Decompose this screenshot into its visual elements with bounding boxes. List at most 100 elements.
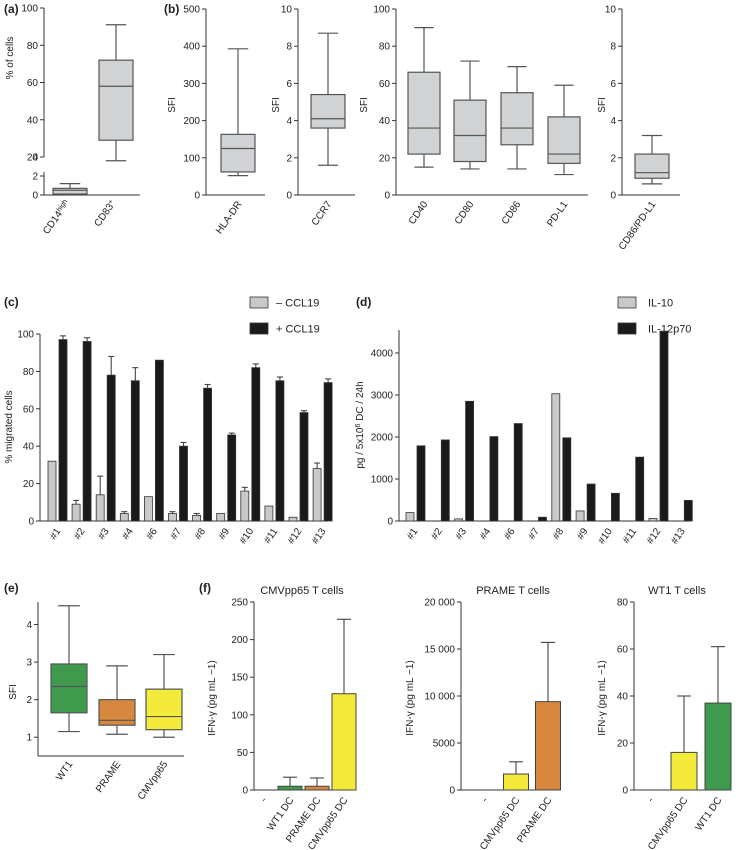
c-bar-plus-ccl19 [179,445,188,522]
f2-x-tick-label: WT1 DC [693,795,724,833]
d-x-tick-label: #4 [478,526,494,542]
d-bar-il12p70 [635,456,645,522]
c-y-label: % migrated cells [4,390,15,463]
d-legend-swatch [617,322,637,335]
c-x-tick-label: #8 [193,526,209,542]
d-bar-il12p70 [440,439,450,522]
c-x-tick-label: #13 [310,526,329,546]
b2-y-tick-label: 100 [373,5,390,16]
d-bar-il12p70 [416,445,426,522]
b2-y-tick-label: 80 [379,42,391,53]
c-bar-minus-ccl19 [264,505,274,522]
chart-b: 0100200300400500SFIHLA-DR0246810SFICCR70… [167,5,680,252]
c-bar-plus-ccl19 [130,380,140,522]
d-x-tick-label: #8 [551,526,567,542]
c-bar-plus-ccl19 [58,339,68,522]
b3-y-tick-label: 10 [605,5,617,16]
f1-x-tick-label: - [480,795,491,804]
b2-y-tick-label: 20 [379,153,391,164]
f2-y-tick-label: 0 [622,786,628,797]
b2-x-tick-label: CD40 [407,199,431,227]
d-bar-il12p70 [538,516,547,522]
c-bar-plus-ccl19 [106,374,116,522]
d-y-tick-label: 2000 [371,433,394,444]
f2-x-tick-label: - [646,795,657,804]
d-bar-il12p70 [659,330,669,522]
a-y-tick-label: 2 [32,172,38,183]
d-x-tick-label: #1 [405,526,421,542]
c-legend-label: + CCL19 [276,324,320,336]
e-y-tick-label: 3 [26,658,32,669]
f0-x-tick-label: - [259,795,270,804]
c-x-tick-label: #12 [286,526,305,546]
f1-y-tick-label: 10 000 [424,692,455,703]
c-legend-swatch [249,296,269,309]
b2-x-tick-label: CD80 [453,199,477,227]
c-x-tick-label: #2 [72,526,88,542]
b3-y-tick-label: 6 [610,79,616,90]
a-box [98,59,134,141]
d-x-tick-label: #11 [621,526,639,546]
d-bar-il12p70 [513,423,523,522]
b1-y-tick-label: 0 [286,191,292,202]
c-bar-minus-ccl19 [216,513,226,522]
panel-label-d: (d) [356,295,371,309]
b2-box [453,99,487,163]
d-x-tick-label: #12 [645,526,664,546]
c-x-tick-label: #10 [238,526,257,546]
b1-y-tick-label: 4 [286,116,292,127]
b2-box [500,92,534,146]
f2-y-tick-label: 20 [617,739,629,750]
d-bar-il12p70 [562,437,572,522]
d-bar-il10 [454,518,464,522]
c-y-tick-label: 40 [23,442,35,453]
f2-y-tick-label: 60 [617,645,629,656]
e-y-tick-label: 1 [26,733,32,744]
b0-y-tick-label: 0 [194,191,200,202]
d-bar-il10 [405,512,415,522]
d-bar-il10 [551,393,561,522]
a-y-tick-label: 20 [27,153,39,164]
chart-title-cmv: CMVpp65 T cells [260,585,344,597]
f1-y-tick-label: 5000 [433,739,456,750]
b1-box [310,93,346,129]
f0-y-tick-label: 250 [231,598,248,609]
c-bar-minus-ccl19 [312,468,322,522]
a-y-tick-label: 60 [27,78,39,89]
chart-c: 0 20 40 60 80 100 % migrated cells #1 #2 #3 #4 #6 #7… [4,296,333,546]
d-legend-label: IL-10 [648,298,673,310]
b0-y-tick-label: 200 [183,116,200,127]
a-box [52,187,88,195]
c-bar-minus-ccl19 [119,513,129,522]
c-legend-swatch [249,322,269,335]
f0-y-label: IFN-γ (pg mL −1) [207,660,218,735]
d-legend-label: IL-12p70 [648,324,691,336]
a-y-tick-label: 0 [32,191,38,202]
chart-e: 1 2 3 4 SFI WT1 PRAME CMVpp65 [8,602,184,802]
c-x-tick-label: #9 [217,526,233,542]
e-box [98,699,136,726]
f0-y-tick-label: 100 [231,710,248,721]
b3-y-tick-label: 2 [610,153,616,164]
b0-y-label: SFI [167,97,178,113]
f1-y-tick-label: 20 000 [424,598,455,609]
b3-x-tick-label: CD86/PD-L1 [617,199,659,252]
a-y-tick-label: 40 [27,115,39,126]
a-y-tick-label: 80 [27,41,39,52]
b3-y-label: SFI [597,97,608,113]
b3-y-tick-label: 4 [610,116,616,127]
c-bar-minus-ccl19 [143,496,153,522]
f0-y-tick-label: 200 [231,635,248,646]
b0-y-tick-label: 300 [183,79,200,90]
e-y-label: SFI [8,684,19,700]
c-bar-minus-ccl19 [192,514,202,522]
c-bar-minus-ccl19 [95,494,105,522]
c-x-tick-label: #11 [262,526,280,546]
c-y-tick-label: 0 [28,517,34,528]
d-y-tick-label: 3000 [371,391,394,402]
d-bar-il10 [648,518,658,522]
d-y-label: pg / 5x106 DC / 24h [355,381,367,468]
f1-y-tick-label: 15 000 [424,645,455,656]
d-y-tick-label: 0 [387,517,393,528]
f0-bar [277,785,303,791]
